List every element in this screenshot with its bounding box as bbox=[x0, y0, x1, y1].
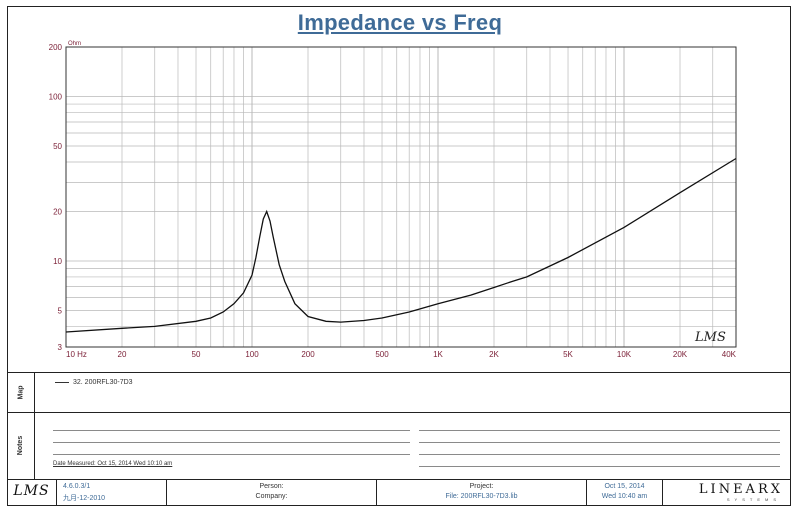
footer-person-cell: Person: Company: bbox=[167, 479, 377, 506]
x-tick-label: 20 bbox=[118, 350, 127, 359]
map-divider bbox=[7, 372, 791, 373]
y-tick-label: 5 bbox=[58, 307, 63, 316]
date-measured: Date Measured: Oct 15, 2014 Wed 10:10 am bbox=[53, 461, 173, 467]
legend-series-name: 32. 200RFL30-7D3 bbox=[73, 379, 133, 386]
chart-grid bbox=[65, 46, 737, 348]
version-date: 九月-12-2010 bbox=[63, 495, 106, 502]
y-tick-label: 3 bbox=[58, 343, 63, 352]
project-label: Project: bbox=[469, 483, 494, 490]
y-tick-label: 50 bbox=[53, 142, 62, 151]
footer: LMS 4.6.0.3/1 九月-12-2010 Person: Company… bbox=[7, 479, 791, 506]
note-line[interactable] bbox=[419, 454, 780, 455]
footer-version-cell: 4.6.0.3/1 九月-12-2010 bbox=[57, 479, 167, 506]
note-line[interactable] bbox=[419, 442, 780, 443]
notes-divider bbox=[7, 412, 791, 413]
x-tick-label: 20K bbox=[673, 350, 688, 359]
report-frame bbox=[7, 6, 791, 506]
lms-logo: LMS bbox=[13, 483, 50, 499]
x-tick-label: 10 Hz bbox=[66, 350, 87, 359]
note-line[interactable] bbox=[419, 430, 780, 431]
note-line[interactable] bbox=[53, 454, 410, 455]
note-line[interactable] bbox=[419, 466, 780, 467]
footer-divider bbox=[7, 479, 791, 480]
x-tick-label: 200 bbox=[301, 350, 315, 359]
y-unit-label: Ohm bbox=[68, 41, 81, 47]
lms-watermark: LMS bbox=[694, 330, 726, 345]
y-axis-ticks: 200 100 50 20 10 5 3 bbox=[49, 43, 63, 352]
x-axis-ticks: 10 Hz 20 50 100 200 500 1K 2K 5K 10K 20K 40K bbox=[66, 350, 737, 359]
plot-border bbox=[65, 46, 737, 348]
y-tick-label: 10 bbox=[53, 257, 62, 266]
y-tick-label: 200 bbox=[49, 43, 63, 52]
footer-date: Oct 15, 2014 bbox=[604, 483, 645, 490]
footer-time: Wed 10:40 am bbox=[601, 493, 648, 500]
map-legend-item[interactable]: 32. 200RFL30-7D3 bbox=[55, 379, 133, 386]
map-panel-label: Map bbox=[7, 372, 35, 412]
person-label: Person: bbox=[259, 483, 284, 490]
company-label: Company: bbox=[255, 493, 288, 500]
version-number: 4.6.0.3/1 bbox=[63, 483, 91, 490]
chart-title: Impedance vs Freq bbox=[297, 10, 503, 35]
notes-panel-label: Notes bbox=[7, 412, 35, 479]
file-label: File: 200RFL30-7D3.lib bbox=[445, 493, 518, 500]
x-tick-label: 50 bbox=[192, 350, 201, 359]
x-tick-label: 10K bbox=[617, 350, 632, 359]
y-tick-label: 20 bbox=[53, 207, 62, 216]
impedance-curve bbox=[65, 157, 737, 333]
footer-logo-cell: LMS bbox=[7, 479, 57, 506]
note-line[interactable] bbox=[53, 430, 410, 431]
footer-project-cell: Project: File: 200RFL30-7D3.lib bbox=[377, 479, 587, 506]
x-tick-label: 1K bbox=[433, 350, 443, 359]
legend-line-swatch bbox=[55, 382, 69, 383]
linearx-brand-sub: SYSTEMS bbox=[726, 497, 781, 502]
footer-date-cell: Oct 15, 2014 Wed 10:40 am bbox=[587, 479, 663, 506]
linearx-brand: LINEARX bbox=[698, 482, 783, 497]
x-tick-label: 2K bbox=[489, 350, 499, 359]
y-tick-label: 100 bbox=[49, 93, 63, 102]
x-tick-label: 40K bbox=[722, 350, 737, 359]
x-tick-label: 5K bbox=[563, 350, 573, 359]
note-line[interactable] bbox=[53, 442, 410, 443]
x-tick-label: 500 bbox=[375, 350, 389, 359]
x-tick-label: 100 bbox=[245, 350, 259, 359]
